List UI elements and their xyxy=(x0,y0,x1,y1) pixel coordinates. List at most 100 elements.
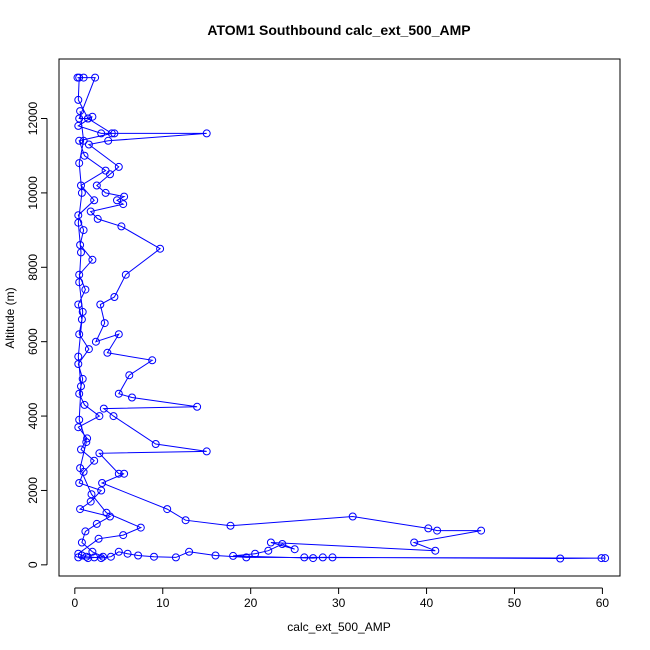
data-point xyxy=(90,553,99,562)
data-point xyxy=(78,307,87,316)
data-point xyxy=(123,549,132,558)
data-point xyxy=(229,551,238,560)
data-point xyxy=(76,241,85,249)
x-tick-label: 30 xyxy=(332,596,346,610)
data-point xyxy=(74,121,83,130)
data-point xyxy=(120,192,129,201)
data-point xyxy=(91,73,100,82)
data-point xyxy=(74,352,83,361)
data-point xyxy=(114,330,123,339)
data-point xyxy=(114,389,123,398)
data-point xyxy=(431,546,440,555)
data-point xyxy=(433,526,442,535)
data-point xyxy=(121,270,130,279)
data-point xyxy=(125,371,134,380)
data-point xyxy=(95,449,104,458)
data-point xyxy=(202,447,211,456)
data-point xyxy=(75,415,84,424)
data-point xyxy=(92,519,101,528)
y-tick-label: 2000 xyxy=(26,477,40,504)
data-point xyxy=(109,412,118,421)
data-point xyxy=(106,552,115,561)
data-point xyxy=(300,553,309,562)
data-point xyxy=(119,200,128,209)
data-point xyxy=(77,315,86,324)
data-point xyxy=(99,552,107,561)
data-point xyxy=(77,181,85,190)
data-point xyxy=(120,469,129,478)
data-point xyxy=(77,445,85,454)
data-point xyxy=(318,553,327,562)
x-axis: 0 10 20 30 40 50 60 xyxy=(71,587,610,610)
data-point xyxy=(185,547,194,556)
y-tick-label: 8000 xyxy=(26,254,40,281)
data-point xyxy=(117,222,126,231)
data-point xyxy=(290,545,299,554)
data-point xyxy=(136,523,145,532)
x-tick-label: 0 xyxy=(71,596,78,610)
data-point xyxy=(83,434,92,443)
data-point xyxy=(80,400,89,409)
data-point xyxy=(84,140,93,149)
data-point xyxy=(81,285,90,294)
data-point xyxy=(91,337,100,346)
data-point xyxy=(242,553,251,562)
x-axis-label: calc_ext_500_AMP xyxy=(287,620,390,634)
data-point xyxy=(119,531,128,540)
data-point xyxy=(251,549,260,558)
data-point xyxy=(79,226,88,235)
series-line xyxy=(77,77,606,560)
data-point xyxy=(348,512,357,521)
data-point xyxy=(94,534,103,543)
data-point xyxy=(92,181,101,190)
data-point xyxy=(193,402,202,411)
data-point xyxy=(101,188,110,197)
data-point xyxy=(88,112,97,121)
data-point xyxy=(601,554,610,563)
data-point xyxy=(76,464,85,473)
data-point xyxy=(410,538,419,547)
data-point xyxy=(181,516,190,525)
data-point xyxy=(86,207,95,216)
data-point xyxy=(96,300,105,309)
y-tick-label: 12000 xyxy=(26,102,40,136)
data-point xyxy=(424,524,433,533)
data-point xyxy=(88,547,97,556)
data-point xyxy=(97,486,106,495)
data-point xyxy=(75,114,84,123)
data-point xyxy=(104,136,113,145)
data-point xyxy=(171,553,180,562)
x-tick-label: 10 xyxy=(156,596,170,610)
data-point xyxy=(77,188,86,197)
data-point xyxy=(163,505,172,514)
data-point xyxy=(134,551,143,560)
data-point xyxy=(102,508,111,517)
data-point xyxy=(82,552,91,561)
data-point xyxy=(74,218,83,227)
x-tick-label: 50 xyxy=(508,596,522,610)
data-point xyxy=(79,136,88,145)
data-point xyxy=(75,389,84,398)
data-point xyxy=(77,382,85,391)
y-tick-label: 4000 xyxy=(26,402,40,429)
data-point xyxy=(81,527,90,536)
data-point xyxy=(75,159,84,168)
data-point xyxy=(75,330,84,339)
data-point xyxy=(90,456,99,465)
data-point xyxy=(75,278,84,287)
data-point xyxy=(150,552,158,561)
y-axis: 0 2000 4000 6000 8000 10000 12000 xyxy=(26,102,48,568)
x-tick-label: 60 xyxy=(596,596,610,610)
data-point xyxy=(103,348,112,357)
data-point xyxy=(84,114,92,123)
y-tick-label: 6000 xyxy=(26,328,40,355)
data-point xyxy=(78,374,87,383)
y-tick-label: 0 xyxy=(26,561,40,568)
data-point xyxy=(90,196,99,205)
x-tick-label: 40 xyxy=(420,596,434,610)
data-point xyxy=(74,423,83,432)
data-point xyxy=(87,490,96,499)
data-point xyxy=(76,505,85,514)
x-tick-label: 20 xyxy=(244,596,258,610)
